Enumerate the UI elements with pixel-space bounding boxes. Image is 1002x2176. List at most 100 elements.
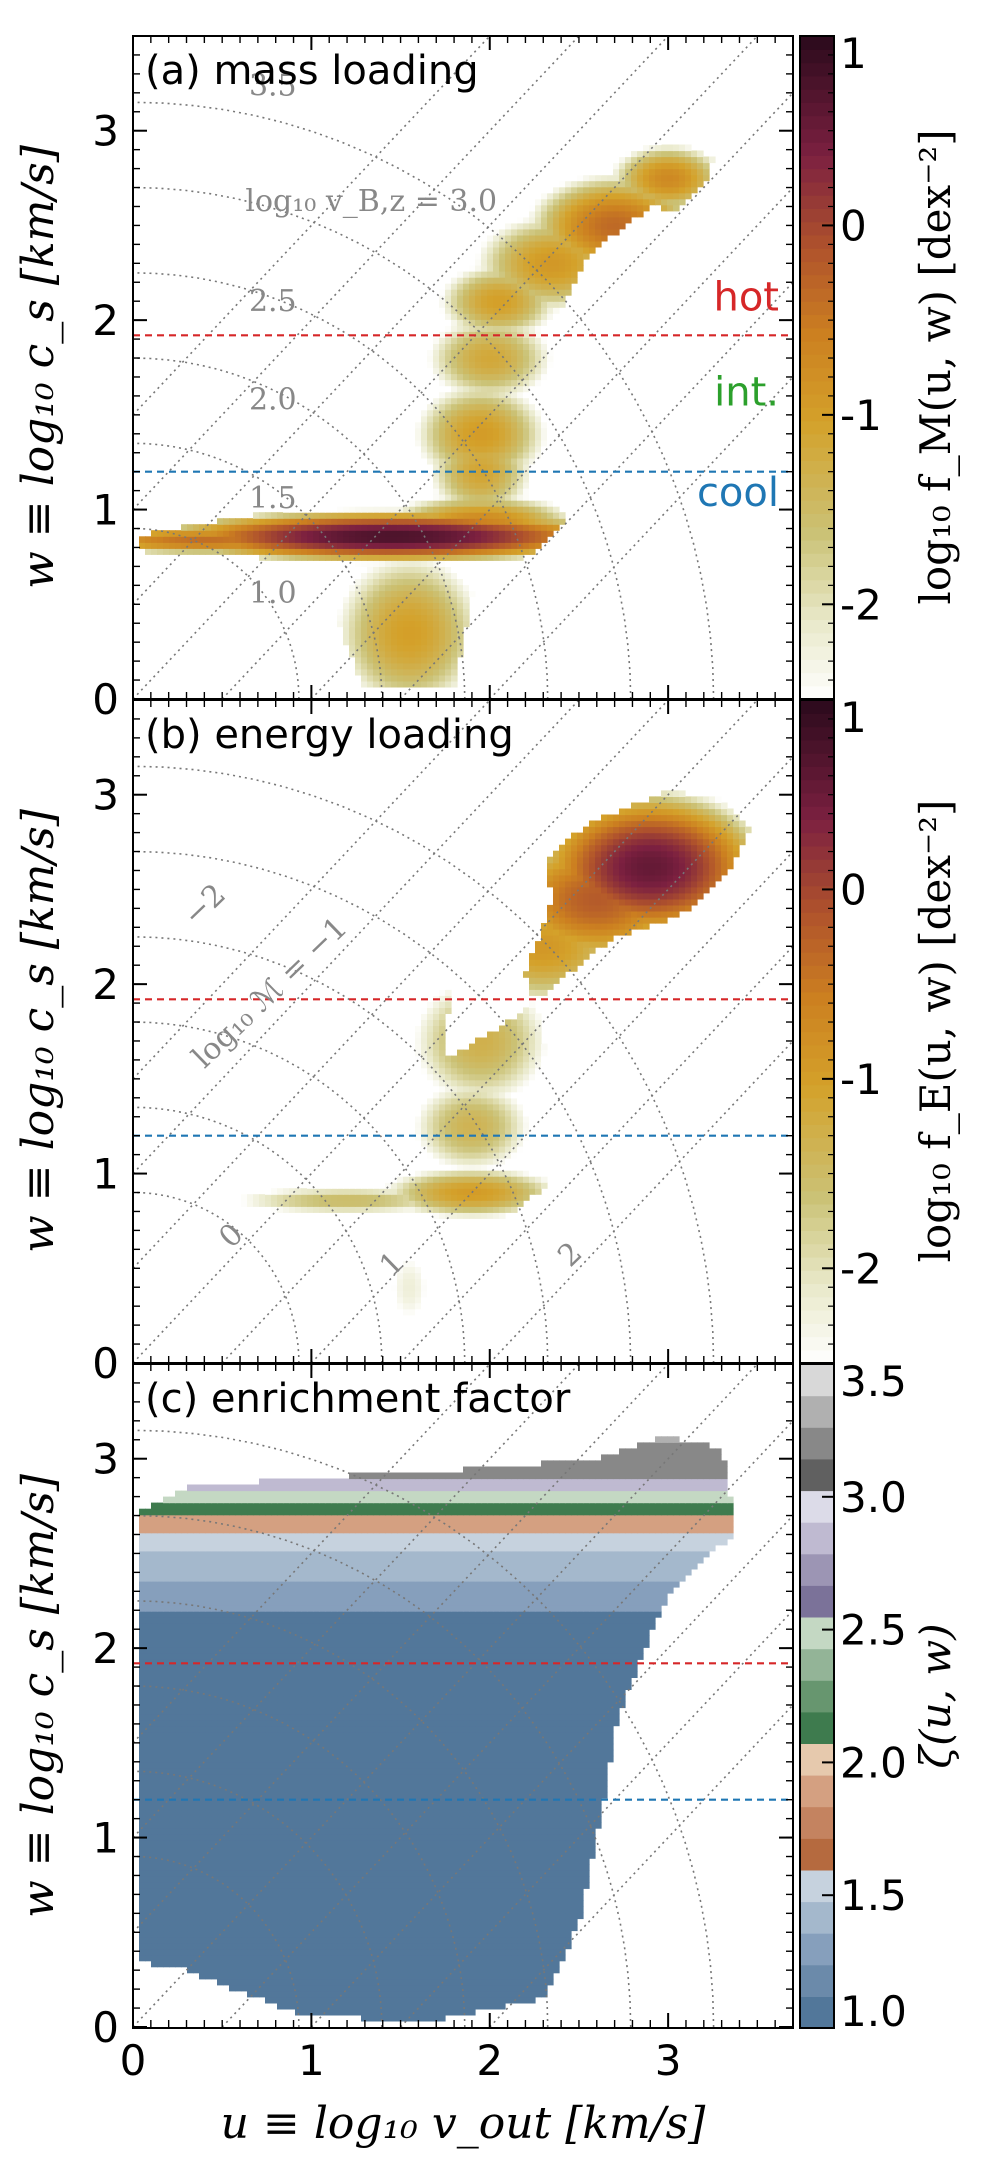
heatmap-cell bbox=[451, 1158, 458, 1165]
heatmap-cell bbox=[547, 530, 554, 537]
heatmap-cell bbox=[415, 953, 422, 960]
heatmap-cell bbox=[379, 602, 386, 610]
heatmap-cell bbox=[463, 1121, 470, 1129]
heatmap-cell bbox=[451, 1121, 458, 1129]
heatmap-cell bbox=[415, 548, 422, 555]
heatmap-cell bbox=[511, 476, 518, 483]
heatmap-cell bbox=[361, 500, 368, 507]
heatmap-cell bbox=[379, 1127, 386, 1135]
heatmap-cell bbox=[583, 186, 590, 194]
heatmap-cell bbox=[181, 536, 188, 543]
heatmap-cell bbox=[511, 500, 518, 507]
heatmap-cell bbox=[463, 1158, 470, 1165]
heatmap-cell bbox=[655, 814, 662, 822]
heatmap-cell bbox=[469, 488, 476, 495]
heatmap-cell bbox=[595, 892, 602, 900]
heatmap-cell bbox=[463, 463, 470, 471]
heatmap-cell bbox=[427, 439, 434, 447]
region-label-0: hot bbox=[713, 275, 779, 321]
heatmap-cell bbox=[373, 536, 380, 543]
heatmap-cell bbox=[391, 1242, 398, 1250]
heatmap-cell bbox=[475, 1182, 482, 1189]
heatmap-cell bbox=[373, 439, 380, 447]
heatmap-cell bbox=[373, 608, 380, 616]
heatmap-cell bbox=[523, 1067, 530, 1075]
heatmap-cell bbox=[409, 941, 416, 948]
heatmap-cell bbox=[439, 1001, 446, 1008]
heatmap-cell bbox=[445, 1134, 452, 1141]
heatmap-cell bbox=[529, 1109, 536, 1117]
heatmap-cell bbox=[421, 445, 428, 453]
heatmap-cell bbox=[541, 1115, 548, 1123]
colorbar-cell bbox=[800, 208, 834, 223]
heatmap-cell bbox=[361, 560, 368, 567]
heatmap-cell bbox=[667, 168, 674, 176]
heatmap-cell bbox=[445, 470, 452, 477]
heatmap-cell bbox=[475, 222, 482, 230]
heatmap-cell bbox=[517, 494, 524, 501]
heatmap-cell bbox=[493, 1109, 500, 1117]
heatmap-cell bbox=[205, 548, 212, 555]
heatmap-cell bbox=[619, 144, 626, 152]
heatmap-cell bbox=[547, 253, 554, 260]
heatmap-cell bbox=[529, 1115, 536, 1123]
heatmap-cell bbox=[469, 1170, 476, 1177]
heatmap-cell bbox=[217, 542, 224, 549]
heatmap-cell bbox=[373, 1109, 380, 1117]
heatmap-cell bbox=[541, 367, 548, 375]
heatmap-cell bbox=[403, 608, 410, 616]
heatmap-cell bbox=[511, 228, 518, 236]
heatmap-cell bbox=[499, 476, 506, 483]
heatmap-cell bbox=[457, 868, 464, 876]
heatmap-cell bbox=[481, 397, 488, 405]
heatmap-cell bbox=[445, 295, 452, 302]
heatmap-cell bbox=[145, 548, 152, 555]
heatmap-cell bbox=[313, 572, 320, 579]
heatmap-cell bbox=[139, 536, 146, 543]
heatmap-cell bbox=[313, 542, 320, 549]
heatmap-cell bbox=[343, 566, 350, 573]
heatmap-cell bbox=[649, 898, 656, 906]
heatmap-cell bbox=[631, 168, 638, 176]
heatmap-cell bbox=[319, 530, 326, 537]
heatmap-cell bbox=[301, 1200, 308, 1207]
heatmap-cell bbox=[463, 572, 470, 579]
heatmap-cell bbox=[349, 470, 356, 477]
heatmap-cell bbox=[433, 1230, 440, 1237]
heatmap-cell bbox=[529, 470, 536, 477]
heatmap-cell bbox=[217, 518, 224, 525]
heatmap-cell bbox=[649, 174, 656, 182]
heatmap-cell bbox=[439, 301, 446, 308]
heatmap-cell bbox=[427, 1025, 434, 1033]
heatmap-cell bbox=[469, 247, 476, 254]
heatmap-cell bbox=[643, 892, 650, 900]
heatmap-cell bbox=[565, 186, 572, 194]
heatmap-cell bbox=[289, 1206, 296, 1213]
heatmap-cell bbox=[643, 144, 650, 152]
colorbar-tick-label: 0 bbox=[840, 201, 867, 250]
heatmap-cell bbox=[541, 463, 548, 471]
heatmap-cell bbox=[445, 482, 452, 489]
heatmap-cell bbox=[379, 590, 386, 598]
heatmap-cell bbox=[523, 470, 530, 477]
heatmap-cell bbox=[397, 1260, 404, 1268]
heatmap-cell bbox=[367, 1212, 374, 1219]
heatmap-cell bbox=[541, 536, 548, 543]
heatmap-cell bbox=[577, 929, 584, 936]
heatmap-cell bbox=[439, 289, 446, 296]
heatmap-cell bbox=[577, 162, 584, 170]
heatmap-cell bbox=[367, 578, 374, 586]
heatmap-cell bbox=[613, 892, 620, 900]
heatmap-cell bbox=[559, 923, 566, 930]
heatmap-cell bbox=[571, 911, 578, 918]
heatmap-cell bbox=[463, 271, 470, 278]
heatmap-cell bbox=[463, 596, 470, 604]
heatmap-cell bbox=[319, 506, 326, 513]
heatmap-cell bbox=[265, 1194, 272, 1201]
heatmap-cell bbox=[433, 301, 440, 308]
heatmap-cell bbox=[451, 253, 458, 260]
heatmap-cell bbox=[643, 850, 650, 858]
heatmap-cell bbox=[577, 935, 584, 942]
heatmap-cell bbox=[559, 265, 566, 272]
